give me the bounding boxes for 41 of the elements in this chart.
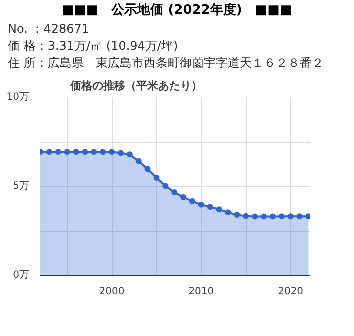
point [306, 214, 310, 220]
point [198, 202, 204, 208]
point [91, 149, 98, 156]
point [162, 183, 169, 190]
point [126, 152, 133, 158]
point [252, 214, 258, 220]
text: 価 格：3.31万/㎡ (10.94万/坪) [8, 38, 178, 55]
point [216, 206, 222, 213]
point [288, 214, 294, 220]
point [73, 149, 80, 156]
point [234, 212, 240, 218]
point [278, 214, 285, 220]
x-tick-label: 2020 [278, 286, 304, 298]
point [55, 149, 62, 156]
chart-subtitle: 価格の推移（平米あたり） [70, 79, 202, 92]
point [100, 149, 106, 156]
chart-title: ■■■ 公示地価 (2022年度) ■■■ [62, 2, 292, 20]
point [243, 213, 250, 220]
point [46, 149, 52, 156]
point [144, 166, 151, 172]
point [261, 214, 268, 220]
y-tick-label: 10万 [6, 92, 30, 103]
x-tick-label: 2000 [99, 286, 125, 298]
point [189, 198, 196, 204]
text: No. ：428671 [8, 20, 90, 38]
y-tick-label: 0万 [13, 270, 30, 281]
point [118, 150, 124, 156]
point [64, 149, 70, 156]
point [207, 204, 214, 210]
point [180, 194, 187, 200]
point [109, 149, 116, 156]
point [270, 214, 276, 220]
point [154, 174, 160, 181]
point [82, 149, 88, 156]
point [172, 190, 178, 196]
point [136, 158, 142, 164]
point [225, 210, 232, 216]
x-tick-label: 2010 [188, 286, 214, 298]
y-tick-label: 5万 [13, 180, 30, 192]
point [296, 214, 303, 220]
text: 住 所：広島県 東広島市西条町御薗宇字道天１６２８番２ [8, 54, 324, 72]
